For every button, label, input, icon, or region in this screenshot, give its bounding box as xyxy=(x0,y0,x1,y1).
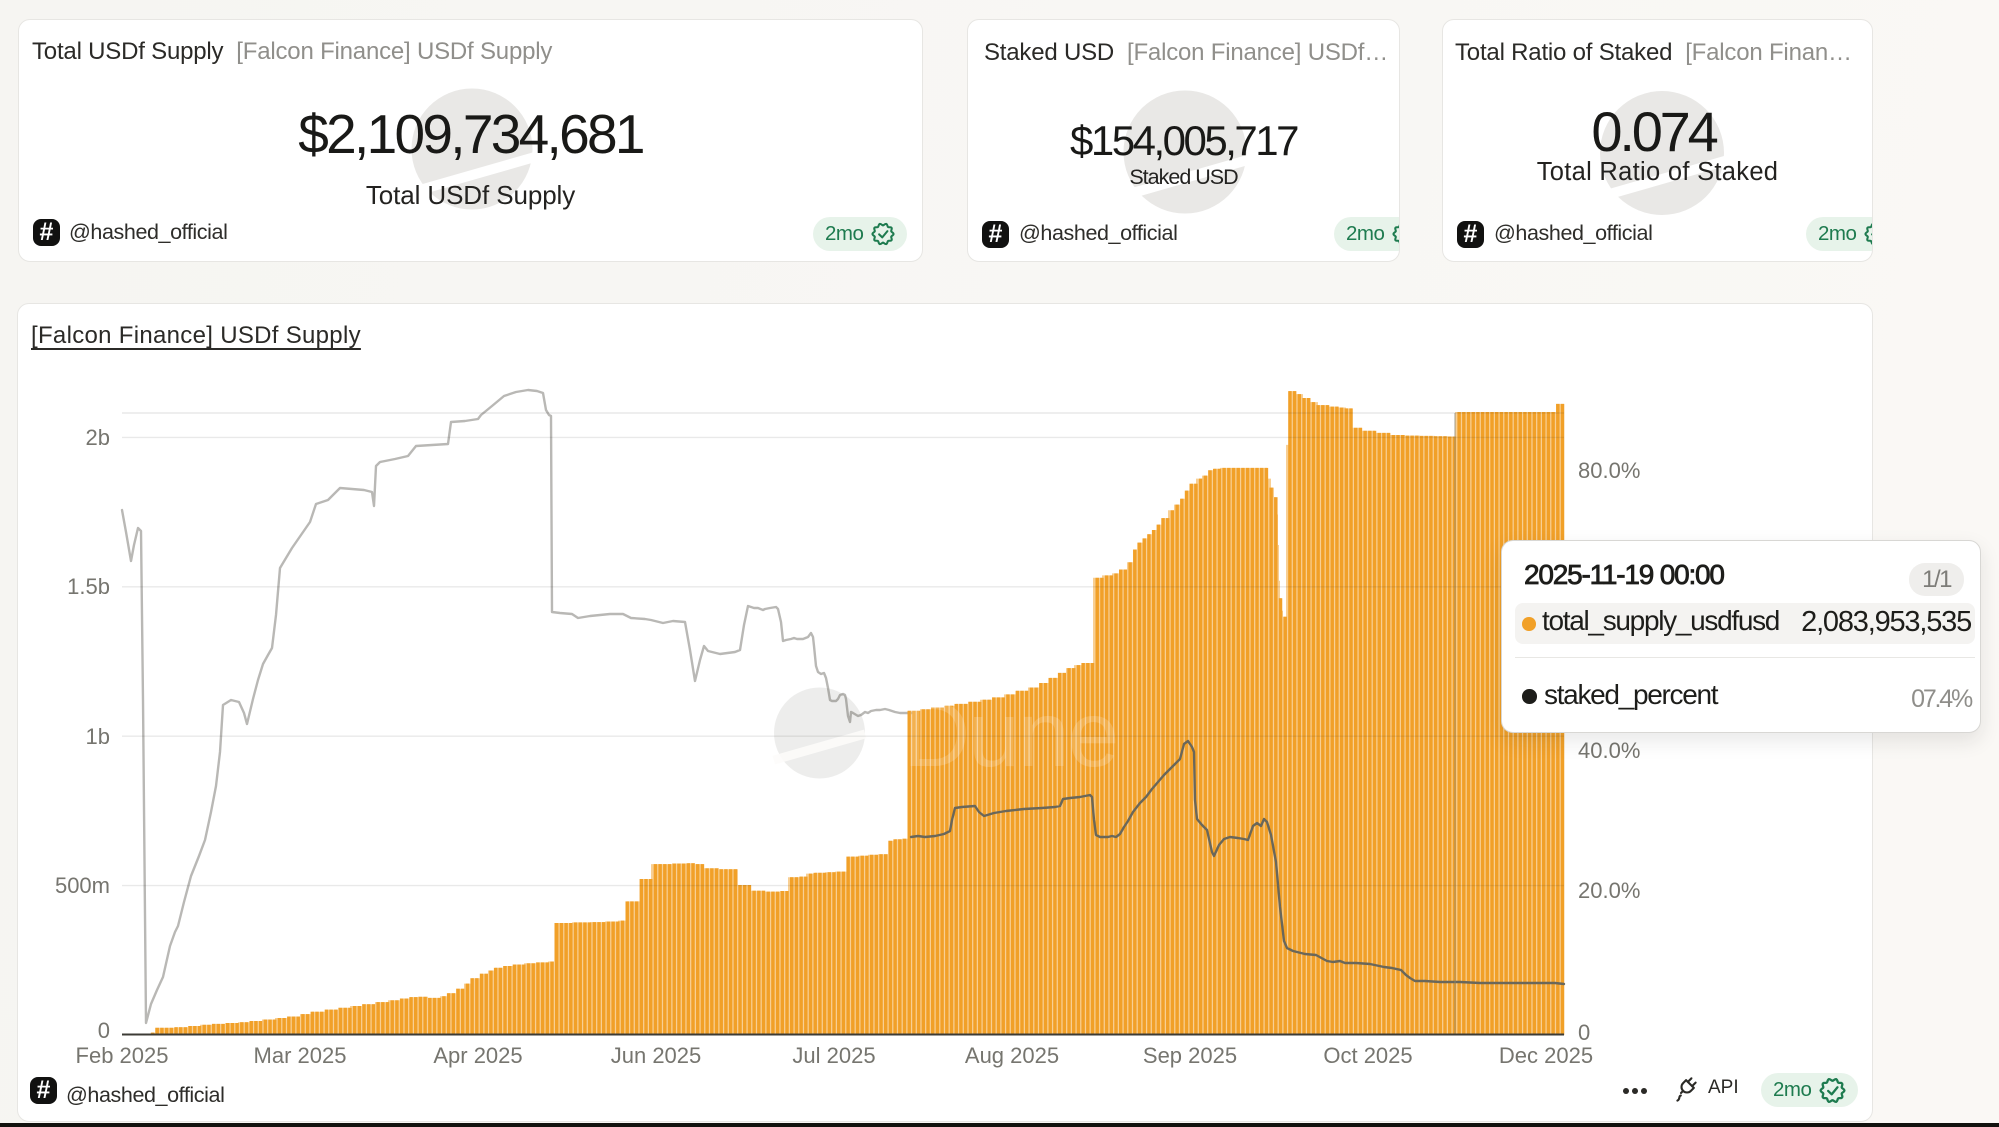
svg-text:500m: 500m xyxy=(55,873,110,898)
svg-text:Apr 2025: Apr 2025 xyxy=(433,1043,522,1068)
svg-text:Dec 2025: Dec 2025 xyxy=(1499,1043,1593,1068)
svg-text:Jul 2025: Jul 2025 xyxy=(792,1043,875,1068)
svg-text:Dune: Dune xyxy=(903,682,1117,786)
svg-text:0: 0 xyxy=(1578,1020,1590,1045)
svg-text:Feb 2025: Feb 2025 xyxy=(76,1043,169,1068)
svg-text:Mar 2025: Mar 2025 xyxy=(254,1043,347,1068)
svg-text:40.0%: 40.0% xyxy=(1578,738,1640,763)
svg-text:1b: 1b xyxy=(86,724,110,749)
svg-text:20.0%: 20.0% xyxy=(1578,878,1640,903)
svg-text:2b: 2b xyxy=(86,425,110,450)
svg-text:1.5b: 1.5b xyxy=(67,574,110,599)
svg-text:Jun 2025: Jun 2025 xyxy=(611,1043,702,1068)
svg-text:0: 0 xyxy=(98,1018,110,1043)
svg-text:Aug 2025: Aug 2025 xyxy=(965,1043,1059,1068)
svg-text:80.0%: 80.0% xyxy=(1578,458,1640,483)
svg-text:Oct 2025: Oct 2025 xyxy=(1323,1043,1412,1068)
svg-text:Sep 2025: Sep 2025 xyxy=(1143,1043,1237,1068)
